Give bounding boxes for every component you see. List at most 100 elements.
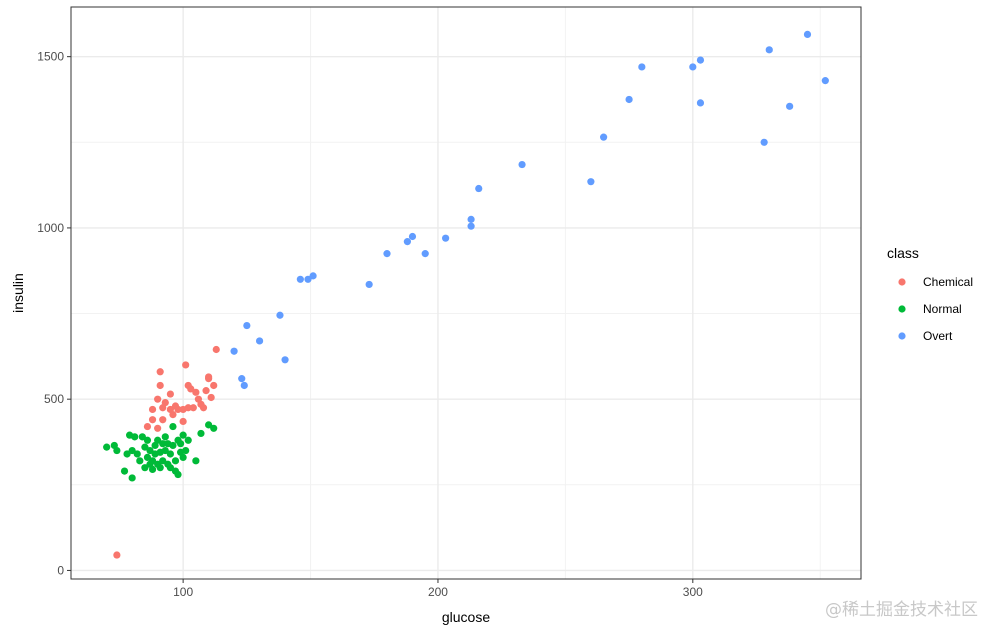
- point-overt: [760, 138, 768, 146]
- point-overt: [255, 337, 264, 345]
- point-chemical: [179, 417, 187, 426]
- x-axis-ticks: 100 200 300: [173, 579, 703, 599]
- point-normal: [192, 457, 200, 465]
- point-overt: [240, 381, 248, 390]
- point-normal: [159, 457, 167, 465]
- point-normal: [179, 431, 187, 439]
- point-overt: [600, 133, 608, 141]
- point-overt: [518, 160, 526, 169]
- point-overt: [365, 280, 373, 289]
- point-chemical: [113, 551, 121, 559]
- point-overt: [689, 63, 697, 71]
- y-axis-title: insulin: [10, 273, 26, 313]
- point-overt: [638, 63, 646, 71]
- point-overt: [696, 99, 705, 107]
- point-overt: [786, 102, 794, 110]
- y-tick-label: 500: [44, 392, 64, 406]
- point-normal: [182, 446, 190, 455]
- y-axis-ticks: 0 500 1000 1500: [37, 50, 71, 577]
- watermark: @稀土掘金技术社区: [825, 600, 978, 620]
- point-overt: [304, 275, 312, 283]
- legend-key-normal: [898, 305, 906, 313]
- point-normal: [205, 421, 213, 429]
- point-chemical: [156, 381, 164, 390]
- point-overt: [238, 375, 246, 383]
- point-chemical: [161, 399, 169, 407]
- point-normal: [210, 424, 218, 432]
- point-chemical: [192, 388, 200, 396]
- point-normal: [169, 441, 177, 450]
- point-normal: [169, 422, 177, 431]
- point-normal: [159, 440, 167, 448]
- point-overt: [230, 347, 238, 355]
- point-chemical: [154, 395, 162, 403]
- point-normal: [143, 436, 152, 444]
- point-normal: [154, 436, 162, 444]
- point-normal: [128, 474, 136, 482]
- point-overt: [383, 250, 391, 258]
- point-normal: [131, 433, 139, 441]
- point-chemical: [199, 404, 208, 412]
- point-chemical: [182, 361, 190, 369]
- point-overt: [475, 184, 483, 193]
- point-chemical: [205, 373, 213, 381]
- point-chemical: [207, 393, 215, 402]
- point-overt: [803, 30, 812, 39]
- point-overt: [403, 238, 411, 246]
- point-overt: [467, 215, 475, 223]
- point-normal: [166, 464, 174, 472]
- point-overt: [276, 311, 284, 319]
- point-normal: [138, 433, 146, 441]
- point-normal: [133, 450, 141, 458]
- point-overt: [696, 56, 705, 64]
- point-chemical: [148, 416, 157, 424]
- point-normal: [136, 457, 144, 465]
- point-normal: [148, 457, 157, 465]
- legend-title: class: [887, 245, 919, 261]
- point-chemical: [159, 416, 167, 424]
- point-normal: [161, 433, 169, 441]
- point-overt: [587, 178, 595, 186]
- point-normal: [141, 464, 149, 472]
- point-overt: [408, 232, 417, 241]
- point-chemical: [148, 405, 157, 414]
- legend-key-overt: [898, 332, 906, 340]
- x-tick-label: 100: [173, 585, 193, 599]
- point-chemical: [174, 405, 182, 414]
- point-chemical: [212, 345, 220, 354]
- point-normal: [120, 467, 129, 475]
- x-tick-label: 300: [683, 585, 703, 599]
- point-normal: [166, 450, 174, 458]
- x-axis-title: glucose: [442, 609, 490, 625]
- point-overt: [625, 95, 633, 104]
- point-normal: [179, 453, 187, 462]
- point-normal: [146, 446, 154, 455]
- point-overt: [467, 222, 475, 230]
- point-normal: [123, 450, 131, 458]
- x-tick-label: 200: [428, 585, 448, 599]
- point-chemical: [189, 404, 197, 412]
- legend-label-normal: Normal: [923, 302, 962, 316]
- point-overt: [421, 250, 429, 258]
- legend-label-chemical: Chemical: [923, 275, 973, 289]
- point-overt: [765, 46, 773, 54]
- point-normal: [184, 436, 192, 444]
- point-normal: [161, 446, 169, 455]
- data-points: [103, 30, 829, 559]
- point-chemical: [210, 381, 218, 390]
- point-normal: [156, 464, 164, 472]
- point-normal: [113, 446, 121, 455]
- point-overt: [309, 272, 317, 280]
- gridlines: [71, 7, 861, 579]
- point-overt: [442, 234, 450, 242]
- point-normal: [148, 465, 157, 473]
- panel-background: [71, 7, 861, 579]
- point-chemical: [187, 385, 195, 393]
- y-tick-label: 1000: [37, 221, 64, 235]
- point-chemical: [202, 387, 210, 395]
- point-overt: [243, 321, 251, 330]
- point-overt: [821, 77, 829, 85]
- point-normal: [103, 443, 111, 451]
- point-overt: [296, 275, 304, 283]
